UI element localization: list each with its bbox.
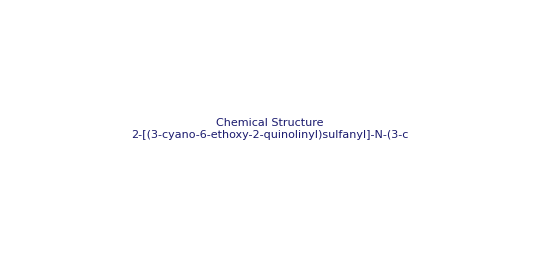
Text: Chemical Structure
2-[(3-cyano-6-ethoxy-2-quinolinyl)sulfanyl]-N-(3-c: Chemical Structure 2-[(3-cyano-6-ethoxy-… — [131, 118, 409, 140]
